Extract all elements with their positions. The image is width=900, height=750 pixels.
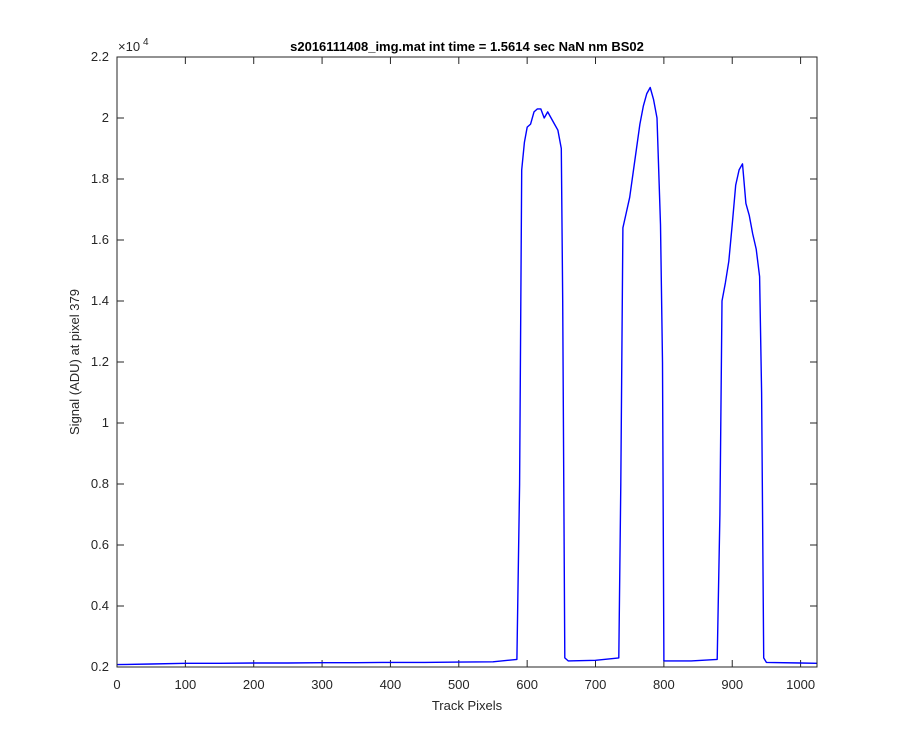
y-axis-label: Signal (ADU) at pixel 379: [67, 289, 82, 435]
y-tick-label: 0.6: [91, 537, 109, 552]
y-tick-label: 0.8: [91, 476, 109, 491]
y-tick-label: 1.2: [91, 354, 109, 369]
y-tick-label: 2.2: [91, 49, 109, 64]
y-tick-label: 1.8: [91, 171, 109, 186]
x-tick-label: 400: [380, 677, 402, 692]
y-exponent-power: 4: [143, 37, 149, 48]
plot-frame: [116, 56, 818, 668]
x-tick-label: 100: [175, 677, 197, 692]
series-line: [116, 86, 818, 666]
y-tick-label: 0.4: [91, 598, 109, 613]
plot-area: [117, 57, 817, 667]
y-exponent: ×10 4: [118, 37, 149, 54]
x-tick-label: 300: [311, 677, 333, 692]
chart-title: s2016111408_img.mat int time = 1.5614 se…: [290, 39, 644, 54]
x-tick-label: 700: [585, 677, 607, 692]
x-axis-ticks: 0 100 200 300 400 500 600 700 800 900 1000: [113, 57, 815, 692]
x-tick-label: 200: [243, 677, 265, 692]
y-tick-label: 0.2: [91, 659, 109, 674]
x-axis-label: Track Pixels: [432, 698, 503, 713]
y-tick-label: 2: [102, 110, 109, 125]
x-tick-label: 800: [653, 677, 675, 692]
x-tick-label: 0: [113, 677, 120, 692]
x-tick-label: 600: [516, 677, 538, 692]
y-tick-label: 1.6: [91, 232, 109, 247]
y-tick-label: 1: [102, 415, 109, 430]
y-tick-label: 1.4: [91, 293, 109, 308]
x-tick-label: 500: [448, 677, 470, 692]
y-exponent-base: ×10: [118, 39, 140, 54]
x-tick-label: 1000: [786, 677, 815, 692]
x-tick-label: 900: [721, 677, 743, 692]
